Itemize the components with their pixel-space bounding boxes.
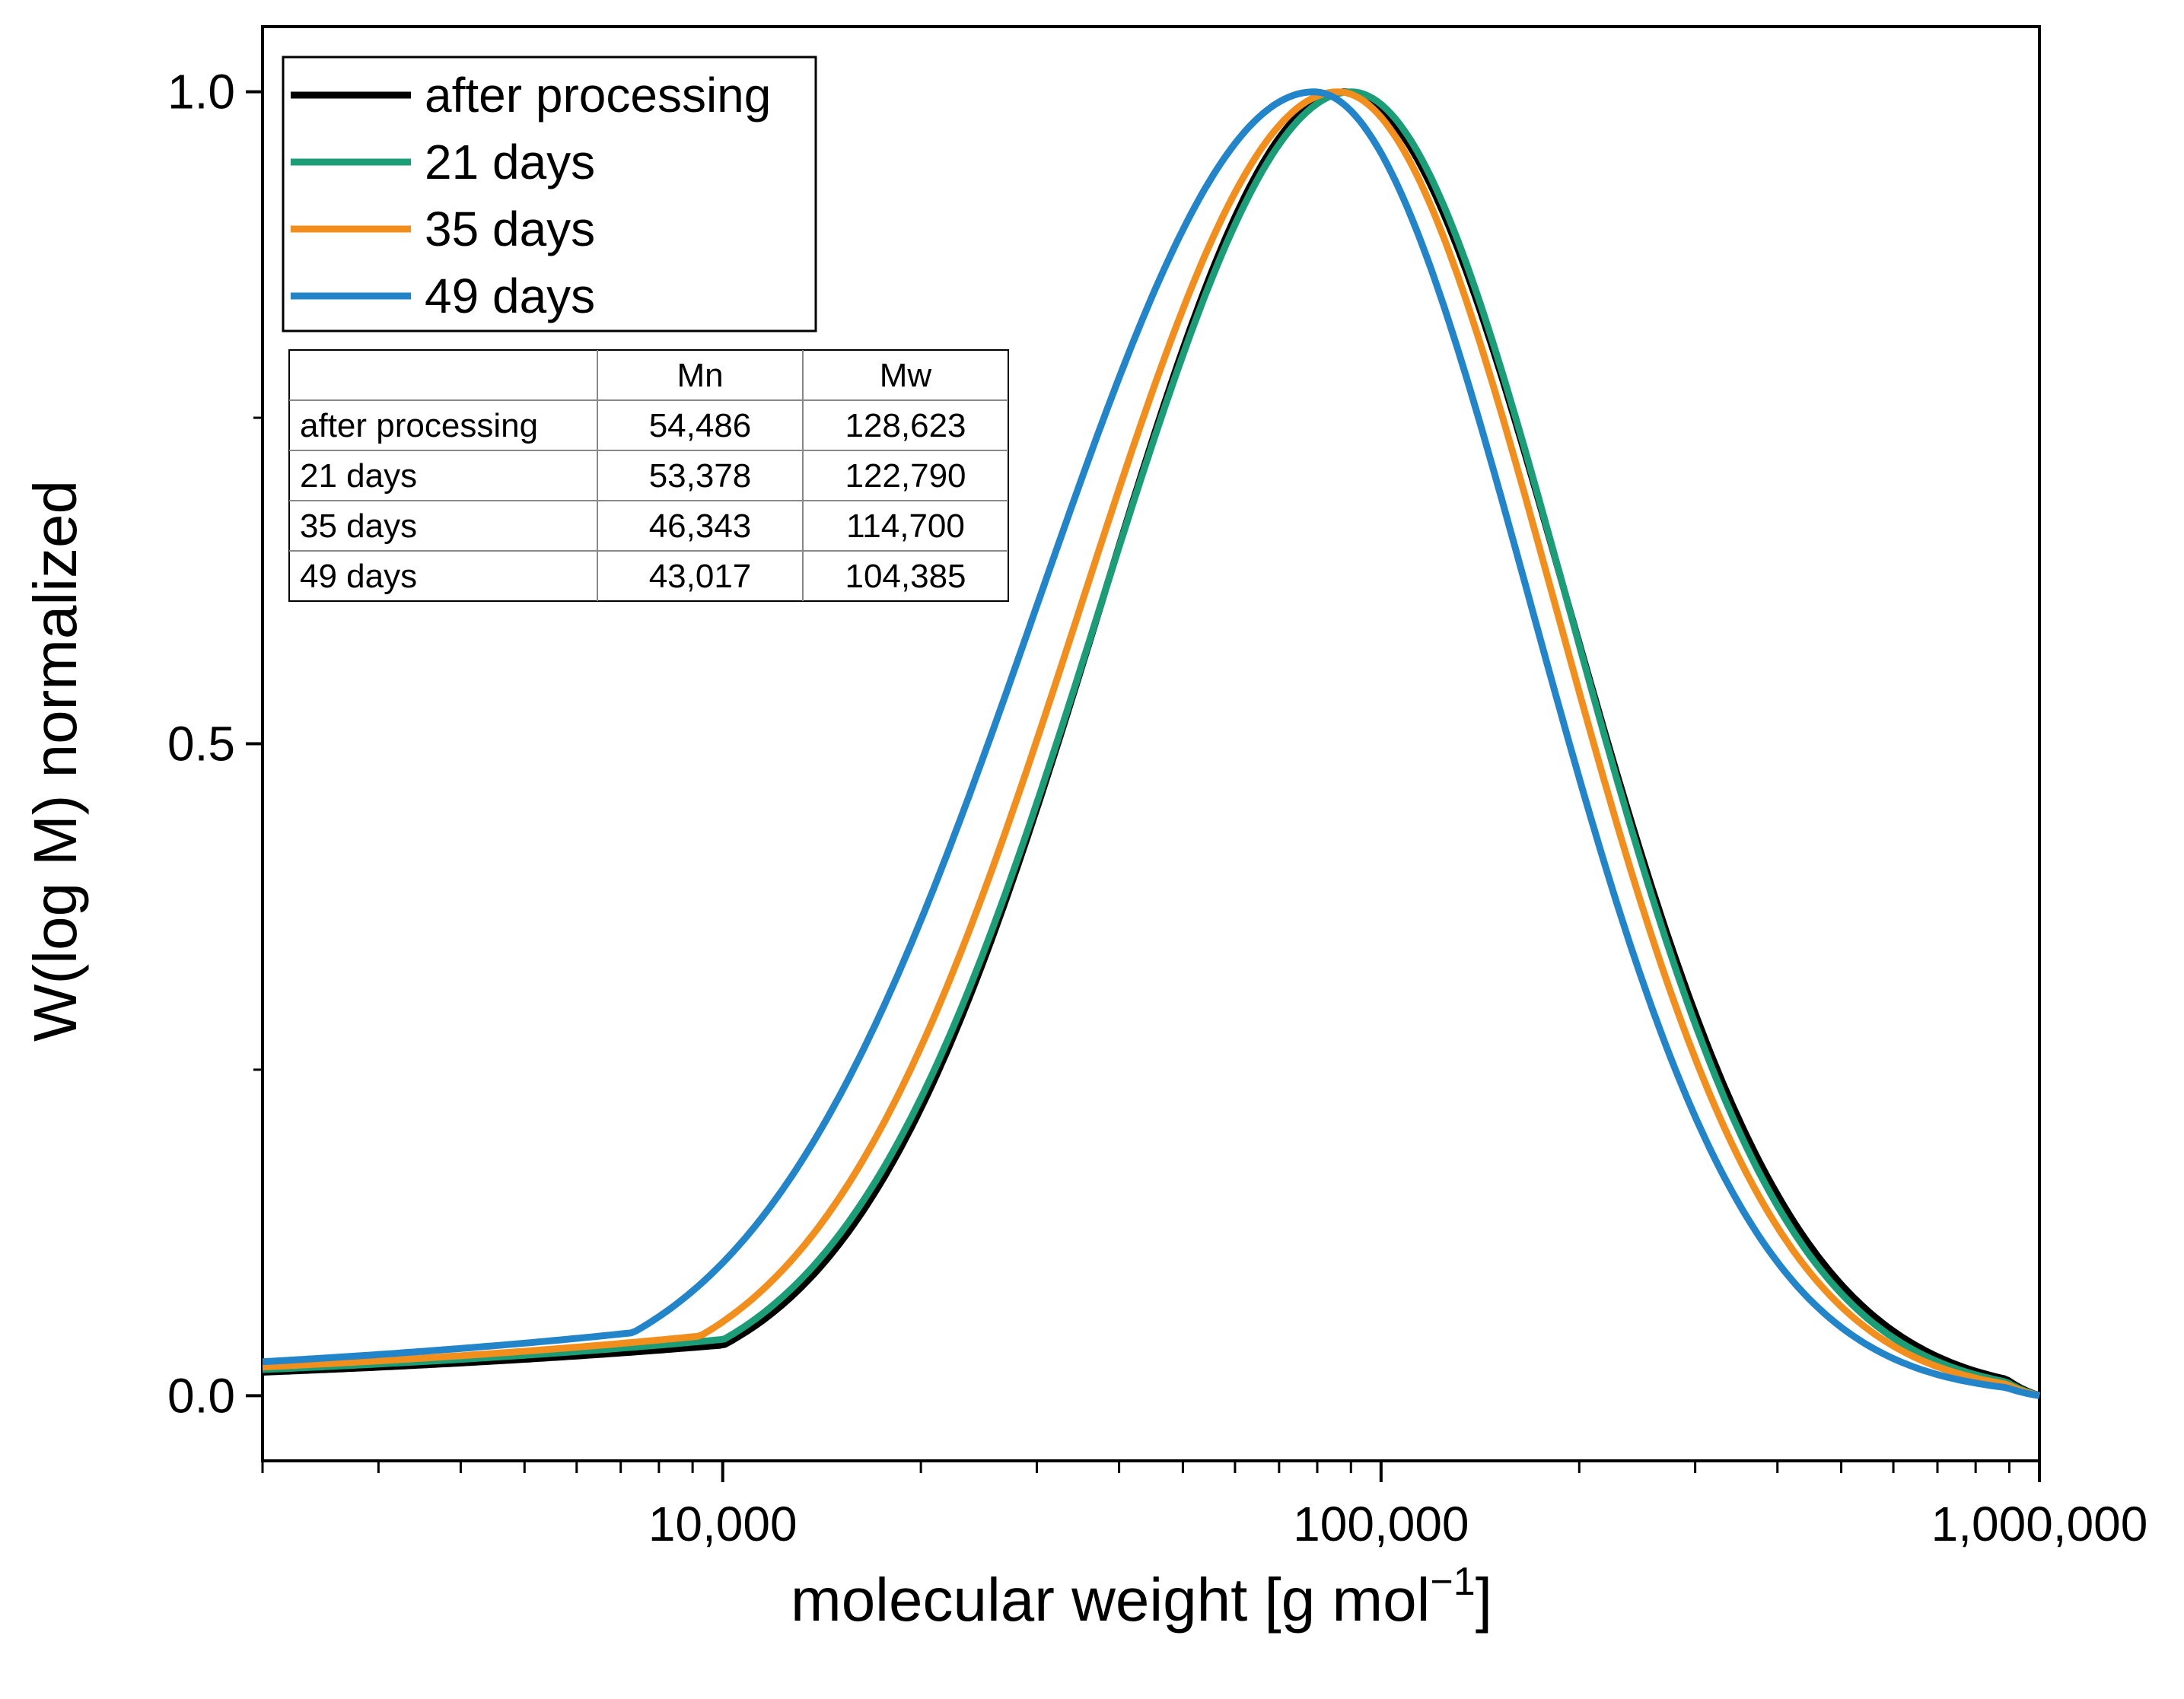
table-row-label: 21 days: [300, 457, 417, 495]
series-layer: [262, 88, 2041, 1399]
table-row-label: 49 days: [300, 558, 417, 595]
legend-box: [282, 56, 817, 332]
table-cell: 46,343: [649, 507, 752, 545]
y-axis-title: W(log M) normalized: [21, 480, 89, 1042]
table-row-label: 35 days: [300, 507, 417, 545]
table-cell: 104,385: [845, 558, 966, 595]
table-header: Mw: [880, 357, 932, 394]
axis-ticks: 0.0 0.5 1.0 10,000 100,000 1,000,000: [167, 65, 2147, 1551]
table-cell: 122,790: [845, 457, 966, 495]
x-axis-title: molecular weight [g mol−1]: [791, 1560, 1492, 1634]
table-cell: 114,700: [846, 507, 965, 545]
x-axis-title-close: ]: [1476, 1566, 1492, 1634]
table-cell: 53,378: [649, 457, 752, 495]
x-axis-title-main: molecular weight [g mol: [791, 1566, 1430, 1634]
series-line-2: [262, 88, 2040, 1399]
y-tick-label: 0.0: [167, 1368, 235, 1423]
table-cell: 128,623: [845, 407, 966, 444]
table-cell: 43,017: [649, 558, 752, 595]
legend-label: 35 days: [425, 202, 595, 256]
table-cell: 54,486: [649, 407, 752, 444]
table-row-label: after processing: [300, 407, 538, 444]
table-header: Mn: [677, 357, 723, 394]
legend-label: after processing: [425, 68, 771, 122]
x-axis-title-exponent: −1: [1430, 1560, 1475, 1604]
x-tick-label: 1,000,000: [1931, 1497, 2148, 1551]
y-tick-label: 1.0: [167, 65, 235, 119]
x-tick-label: 10,000: [648, 1497, 798, 1551]
y-tick-label: 0.5: [167, 717, 235, 772]
table-gridlines: [289, 350, 1008, 601]
stats-table: Mn Mw after processing 54,486 128,623 21 days…: [288, 349, 1009, 602]
series-line-1: [262, 88, 2041, 1399]
legend: after processing 21 days 35 days 49 days: [282, 56, 817, 332]
legend-label: 49 days: [425, 269, 595, 323]
x-tick-label: 100,000: [1293, 1497, 1469, 1551]
table-box: [288, 349, 1009, 602]
legend-label: 21 days: [425, 135, 595, 189]
series-line-3: [262, 88, 2040, 1399]
